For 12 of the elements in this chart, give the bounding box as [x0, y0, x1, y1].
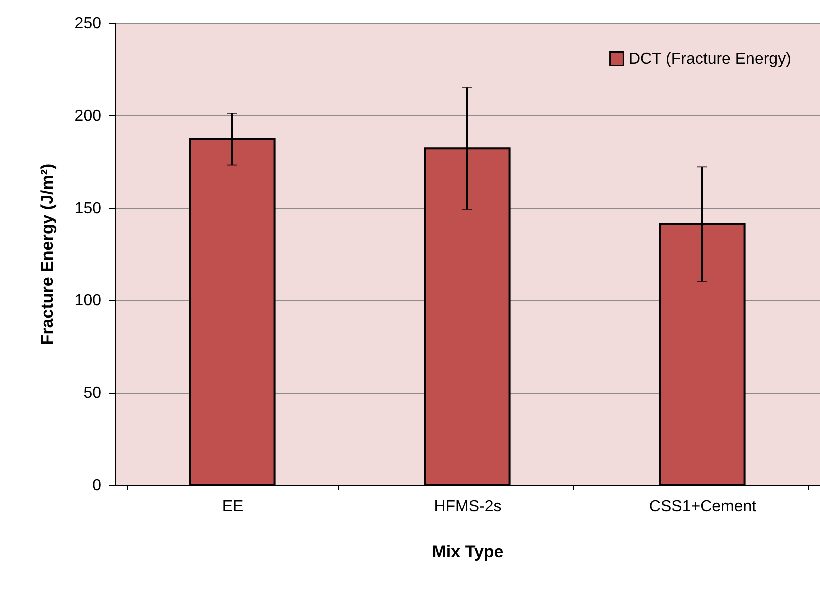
- x-axis-title: Mix Type: [432, 542, 504, 562]
- y-axis-title: Fracture Energy (J/m²): [38, 164, 57, 346]
- y-tick-label: 50: [84, 385, 102, 402]
- x-tick-label: HFMS-2s: [434, 498, 502, 516]
- y-tick-label: 0: [92, 478, 102, 494]
- y-tick-label: 150: [74, 200, 102, 218]
- y-tick-label: 100: [74, 292, 102, 310]
- legend-label: DCT (Fracture Energy): [629, 51, 792, 68]
- y-tick-label: 250: [74, 16, 102, 32]
- x-tick-label: EE: [222, 498, 244, 516]
- y-tick-label: 200: [74, 108, 102, 125]
- x-tick-label: CSS1+Cement: [649, 498, 758, 516]
